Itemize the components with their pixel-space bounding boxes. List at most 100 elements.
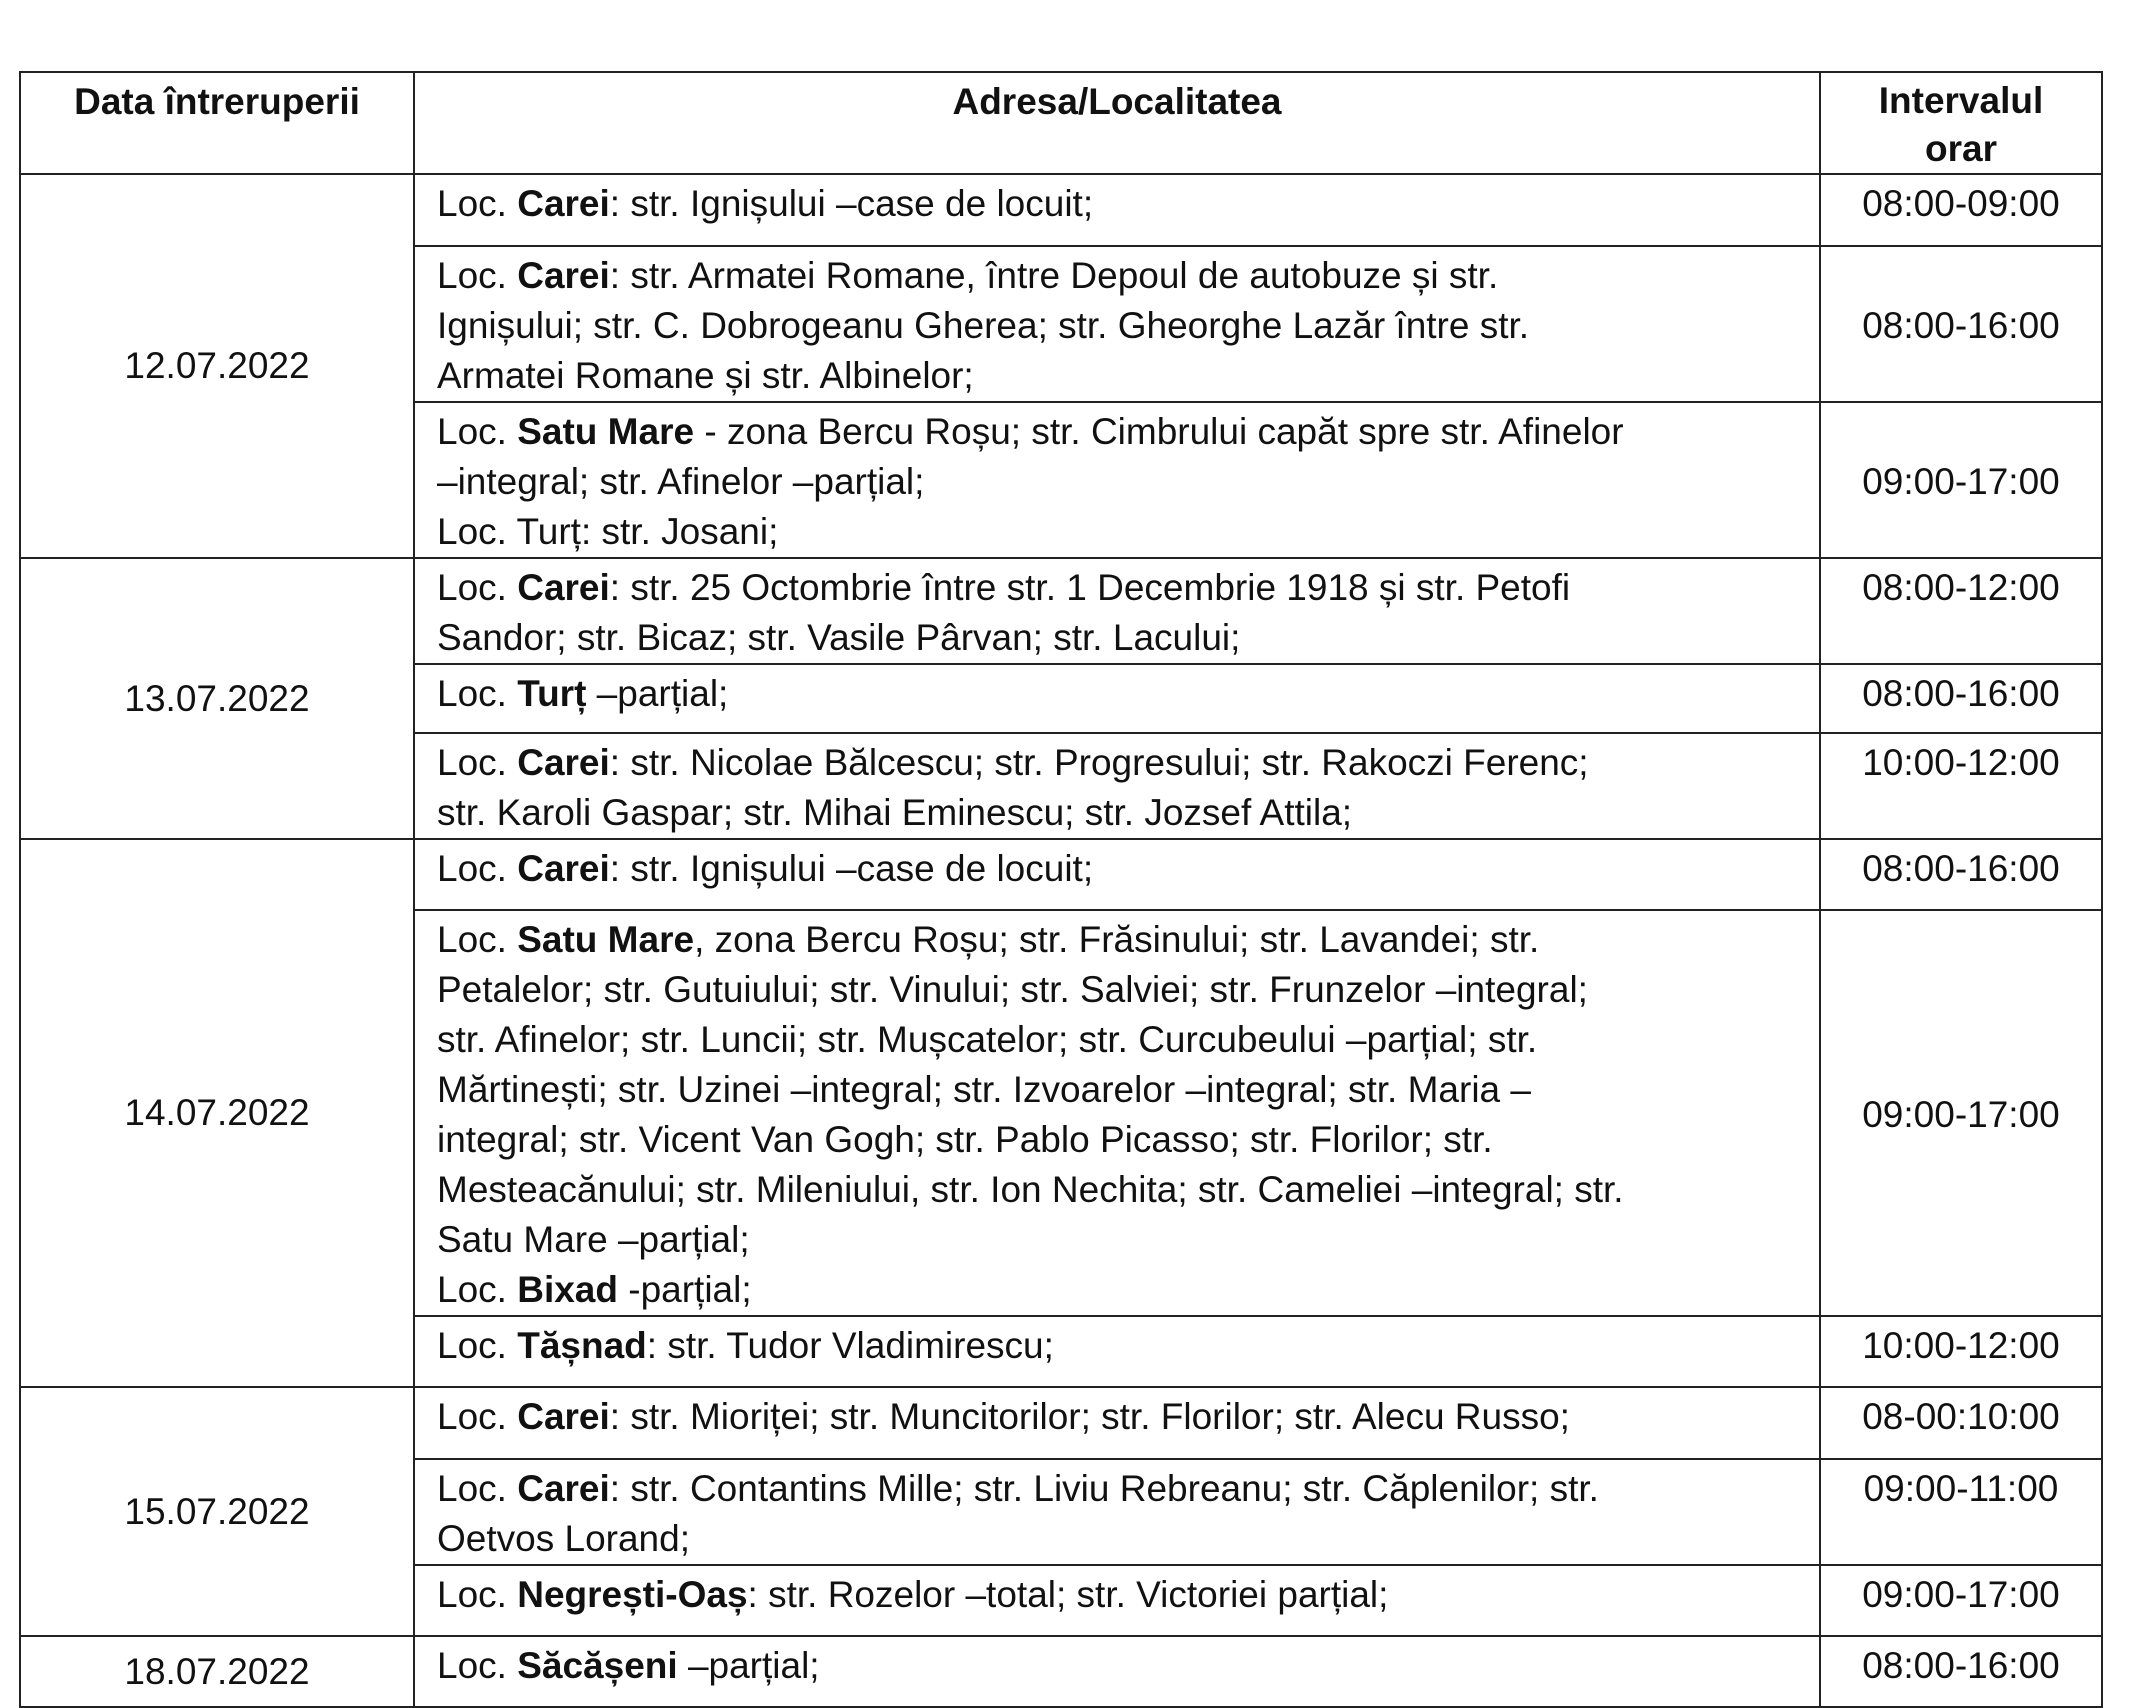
address-cell: Loc. Carei: str. 25 Octombrie între str.… [413, 557, 1821, 665]
address-line: Petalelor; str. Gutuiului; str. Vinului;… [437, 965, 1811, 1015]
address-line: Loc. Turț –parțial; [437, 669, 1811, 719]
address-text: : str. 25 Octombrie între str. 1 Decembr… [609, 567, 1571, 608]
address-text: Loc. [437, 848, 518, 889]
date-cell: 18.07.2022 [19, 1635, 415, 1708]
address-text: –parțial; [586, 673, 729, 714]
address-text: Oetvos Lorand; [437, 1518, 690, 1559]
address-text: Loc. [437, 567, 518, 608]
locality-name: Bixad [517, 1269, 618, 1310]
address-line: Oetvos Lorand; [437, 1514, 1811, 1564]
address-text: Loc. [437, 1574, 518, 1615]
table-row: 14.07.2022 Loc. Carei: str. Ignișului –ca… [19, 838, 2103, 1388]
address-line: Satu Mare –parțial; [437, 1215, 1811, 1265]
address-text: –parțial; [677, 1645, 820, 1686]
address-text: Mărtinești; str. Uzinei –integral; str. … [437, 1069, 1531, 1110]
address-text: Loc. [437, 1396, 518, 1437]
address-cell: Loc. Satu Mare, zona Bercu Roșu; str. Fr… [413, 909, 1821, 1317]
header-interval-text: Intervalul orar [1878, 80, 2044, 169]
address-cell: Loc. Negrești-Oaș: str. Rozelor –total; … [413, 1564, 1821, 1637]
address-text: -parțial; [617, 1269, 752, 1310]
address-text: : str. Mioriței; str. Muncitorilor; str.… [609, 1396, 1570, 1437]
address-line: Ignișului; str. C. Dobrogeanu Gherea; st… [437, 301, 1811, 351]
address-text: , zona Bercu Roșu; str. Frăsinului; str.… [694, 919, 1540, 960]
interval-cell: 08:00-16:00 [1819, 663, 2103, 734]
address-text: : str. Nicolae Bălcescu; str. Progresulu… [609, 742, 1589, 783]
address-line: Sandor; str. Bicaz; str. Vasile Pârvan; … [437, 613, 1811, 663]
address-text: Loc. [437, 1325, 518, 1366]
address-text: Loc. [437, 742, 518, 783]
address-text: str. Karoli Gaspar; str. Mihai Eminescu;… [437, 792, 1353, 833]
address-line: Loc. Bixad -parțial; [437, 1265, 1811, 1315]
address-line: Loc. Carei: str. 25 Octombrie între str.… [437, 563, 1811, 613]
locality-name: Carei [517, 255, 610, 296]
address-cell: Loc. Carei: str. Ignișului –case de locu… [413, 838, 1821, 911]
address-text: Sandor; str. Bicaz; str. Vasile Pârvan; … [437, 617, 1241, 658]
address-text: - zona Bercu Roșu; str. Cimbrului capăt … [694, 411, 1624, 452]
address-text: Loc. [437, 919, 518, 960]
address-line: Loc. Carei: str. Nicolae Bălcescu; str. … [437, 738, 1811, 788]
address-line: Loc. Carei: str. Mioriței; str. Muncitor… [437, 1392, 1811, 1442]
address-line: Loc. Carei: str. Contantins Mille; str. … [437, 1464, 1811, 1514]
address-text: : str. Contantins Mille; str. Liviu Rebr… [609, 1468, 1599, 1509]
address-line: Mesteacănului; str. Mileniului, str. Ion… [437, 1165, 1811, 1215]
locality-name: Turț [517, 673, 587, 714]
address-text: integral; str. Vicent Van Gogh; str. Pab… [437, 1119, 1493, 1160]
header-interval: Intervalul orar [1819, 71, 2103, 175]
table-row: Loc. Negrești-Oaș: str. Rozelor –total; … [20, 1564, 2103, 1637]
address-line: Loc. Turț: str. Josani; [437, 507, 1811, 557]
header-date: Data întreruperii [19, 71, 415, 175]
table-row: Loc. Satu Mare - zona Bercu Roșu; str. C… [20, 401, 2103, 559]
locality-name: Carei [517, 848, 610, 889]
address-cell: Loc. Carei: str. Mioriței; str. Muncitor… [413, 1386, 1821, 1460]
address-text: Loc. [437, 1645, 518, 1686]
table-row: 18.07.2022 Loc. Săcășeni –parțial; 08:00-1… [19, 1635, 2103, 1708]
interval-cell: 09:00-17:00 [1819, 909, 2103, 1317]
locality-name: Carei [517, 183, 610, 224]
address-cell: Loc. Tășnad: str. Tudor Vladimirescu; [413, 1315, 1821, 1388]
address-cell: Loc. Carei: str. Nicolae Bălcescu; str. … [413, 732, 1821, 840]
address-text: : str. Tudor Vladimirescu; [646, 1325, 1054, 1366]
address-line: integral; str. Vicent Van Gogh; str. Pab… [437, 1115, 1811, 1165]
address-line: Loc. Satu Mare - zona Bercu Roșu; str. C… [437, 407, 1811, 457]
table-row: 13.07.2022 Loc. Carei: str. 25 Octombrie … [19, 557, 2103, 840]
address-line: Loc. Carei: str. Ignișului –case de locu… [437, 844, 1811, 894]
address-line: Loc. Săcășeni –parțial; [437, 1641, 1811, 1691]
table-row: Loc. Carei: str. Nicolae Bălcescu; str. … [20, 732, 2103, 840]
address-text: Loc. [437, 1269, 518, 1310]
address-text: Loc. [437, 255, 518, 296]
address-text: Satu Mare –parțial; [437, 1219, 750, 1260]
header-address: Adresa/Localitatea [413, 71, 1821, 175]
date-cell: 15.07.2022 [19, 1386, 415, 1637]
table-row: Loc. Carei: str. Contantins Mille; str. … [20, 1458, 2103, 1566]
table-row: Loc. Satu Mare, zona Bercu Roșu; str. Fr… [20, 909, 2103, 1317]
address-line: Loc. Carei: str. Ignișului –case de locu… [437, 179, 1811, 229]
address-line: str. Afinelor; str. Luncii; str. Mușcate… [437, 1015, 1811, 1065]
interval-cell: 09:00-11:00 [1819, 1458, 2103, 1566]
locality-name: Carei [517, 567, 610, 608]
address-text: –integral; str. Afinelor –parțial; [437, 461, 925, 502]
locality-name: Carei [517, 742, 610, 783]
interval-cell: 08-00:10:00 [1819, 1386, 2103, 1460]
date-cell: 12.07.2022 [19, 173, 415, 559]
table-row: Loc. Carei: str. Armatei Romane, între D… [20, 245, 2103, 403]
interval-cell: 10:00-12:00 [1819, 732, 2103, 840]
interval-cell: 08:00-12:00 [1819, 557, 2103, 665]
interval-cell: 10:00-12:00 [1819, 1315, 2103, 1388]
locality-name: Tășnad [517, 1325, 647, 1366]
address-text: Armatei Romane și str. Albinelor; [437, 355, 974, 396]
locality-name: Satu Mare [517, 919, 695, 960]
address-line: Loc. Negrești-Oaș: str. Rozelor –total; … [437, 1570, 1811, 1620]
address-line: Loc. Satu Mare, zona Bercu Roșu; str. Fr… [437, 915, 1811, 965]
date-cell: 13.07.2022 [19, 557, 415, 840]
table-body: 12.07.2022 Loc. Carei: str. Ignișului –ca… [19, 173, 2103, 1708]
address-line: str. Karoli Gaspar; str. Mihai Eminescu;… [437, 788, 1811, 838]
interval-cell: 08:00-09:00 [1819, 173, 2103, 247]
address-text: : str. Rozelor –total; str. Victoriei pa… [747, 1574, 1389, 1615]
table-row: 15.07.2022 Loc. Carei: str. Mioriței; str… [19, 1386, 2103, 1637]
address-text: : str. Ignișului –case de locuit; [609, 848, 1094, 889]
address-line: Armatei Romane și str. Albinelor; [437, 351, 1811, 401]
locality-name: Carei [517, 1468, 610, 1509]
address-cell: Loc. Carei: str. Ignișului –case de locu… [413, 173, 1821, 247]
interval-cell: 09:00-17:00 [1819, 1564, 2103, 1637]
outage-schedule-table: Data întreruperii Adresa/Localitatea Int… [19, 71, 2103, 1708]
